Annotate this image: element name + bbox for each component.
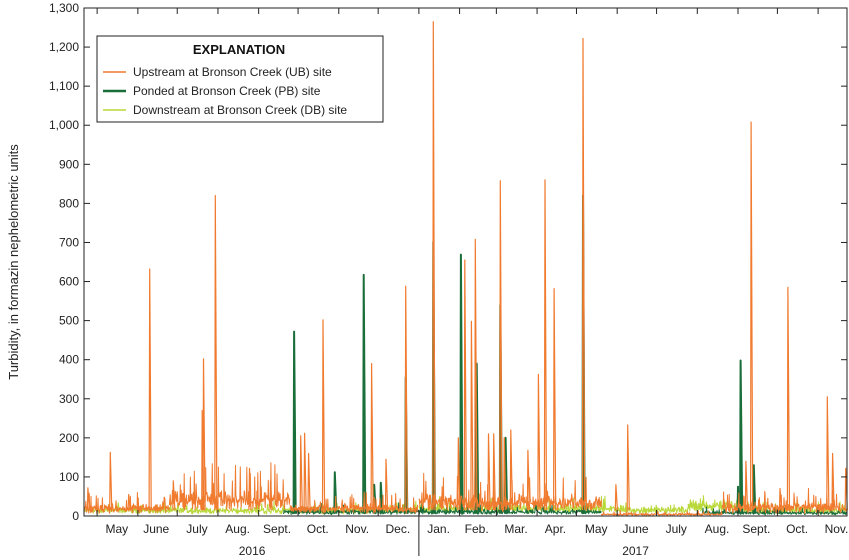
series-ub-peak (552, 288, 557, 511)
legend-label-db: Downstream at Bronson Creek (DB) site (133, 103, 347, 117)
y-tick-label: 1,100 (49, 79, 79, 93)
x-month-label: Aug. (225, 522, 250, 536)
series-ub-peak (744, 460, 749, 511)
x-month-label: Dec. (386, 522, 411, 536)
series-layer (83, 21, 848, 516)
legend-box (96, 35, 384, 123)
series-ub-peak (269, 480, 273, 511)
series-ub-peak (470, 320, 474, 511)
series-ub-peak (370, 363, 374, 511)
x-month-label: Aug. (705, 522, 730, 536)
series-ub-peak (492, 433, 496, 511)
series-pb-peak (362, 273, 367, 514)
series-ub-peak (109, 451, 113, 511)
series-pb-peak (752, 464, 757, 514)
series-ub-peak (509, 429, 513, 511)
series-ub-peak (526, 449, 531, 511)
y-tick-label: 800 (59, 196, 79, 210)
series-ub-peak (214, 195, 218, 511)
x-month-label: Sept. (263, 522, 291, 536)
x-month-label: Jan. (427, 522, 450, 536)
legend-label-pb: Ponded at Bronson Creek (PB) site (133, 84, 321, 98)
x-month-label: June (143, 522, 169, 536)
series-ub-baseline (289, 491, 419, 514)
x-month-label: May (105, 522, 128, 536)
x-year-label: 2017 (622, 544, 649, 558)
y-tick-label: 300 (59, 392, 79, 406)
series-ub-peak (749, 121, 754, 511)
series-ub-peak (127, 493, 131, 511)
y-tick-label: 0 (72, 509, 79, 523)
series-ub-peak (303, 432, 307, 511)
series-ub-peak (581, 37, 586, 511)
y-tick-label: 700 (59, 235, 79, 249)
y-tick-label: 600 (59, 275, 79, 289)
series-ub-peak (487, 433, 491, 511)
series-pb-peak (459, 253, 464, 514)
series-ub-baseline (600, 510, 723, 516)
y-tick-label: 900 (59, 157, 79, 171)
series-ub-peak (148, 268, 152, 511)
series-ub-peak (299, 435, 303, 511)
series-pb-peak (292, 330, 297, 514)
x-month-label: Oct. (786, 522, 808, 536)
y-axis-title: Turbidity, in formazin nephelometric uni… (6, 144, 21, 380)
y-tick-label: 200 (59, 431, 79, 445)
series-ub-peak (307, 452, 311, 511)
x-month-label: Nov. (825, 522, 849, 536)
series-ub-peak (404, 285, 408, 511)
series-ub-peak (248, 467, 252, 511)
x-month-label: July (666, 522, 687, 536)
y-tick-label: 400 (59, 353, 79, 367)
x-year-label: 2016 (239, 544, 266, 558)
series-pb-peak (739, 359, 744, 514)
series-ub (83, 21, 848, 516)
series-db-baseline (687, 495, 744, 512)
legend: EXPLANATION Upstream at Bronson Creek (U… (96, 35, 384, 123)
series-ub-peak (499, 180, 503, 511)
series-ub-peak (537, 373, 541, 511)
series-ub-peak (614, 484, 618, 511)
axes-layer: 0 100 200 300 400 500 600 700 800 900 1,000 1,100 1,… (49, 1, 848, 558)
series-ub-peak (503, 437, 507, 511)
series-ub-peak (786, 286, 791, 511)
x-month-label: Oct. (307, 522, 329, 536)
series-ub-baseline (83, 492, 170, 514)
legend-title: EXPLANATION (193, 42, 285, 57)
y-tick-label: 1,200 (49, 40, 79, 54)
series-ub-baseline (721, 487, 848, 514)
x-month-label: Apr. (545, 522, 566, 536)
series-ub-peak (321, 319, 326, 511)
series-ub-peak (86, 487, 91, 511)
series-ub-peak (543, 179, 548, 511)
series-ub-peak (172, 480, 176, 511)
series-ub-peak (432, 21, 436, 511)
x-month-label: Sept. (742, 522, 770, 536)
series-ub-peak (831, 452, 835, 511)
series-ub-peak (384, 458, 389, 511)
series-db-baseline (615, 502, 689, 514)
x-month-label: Feb. (465, 522, 489, 536)
x-month-label: July (186, 522, 207, 536)
series-ub-peak (778, 488, 783, 511)
y-tick-label: 500 (59, 314, 79, 328)
series-ub-peak (457, 437, 461, 511)
series-ub-peak (202, 358, 206, 511)
legend-label-ub: Upstream at Bronson Creek (UB) site (133, 65, 332, 79)
x-month-label: Mar. (504, 522, 527, 536)
series-ub-peak (474, 238, 478, 511)
plot-frame (83, 7, 848, 517)
x-month-label: May (585, 522, 608, 536)
series-ub-peak (826, 396, 830, 511)
y-tick-label: 1,000 (49, 118, 79, 132)
x-month-label: Nov. (345, 522, 369, 536)
x-month-label: June (623, 522, 649, 536)
y-tick-label: 100 (59, 470, 79, 484)
y-tick-label: 1,300 (49, 1, 79, 15)
series-ub-peak (626, 424, 630, 511)
series-ub-peak (463, 259, 467, 511)
